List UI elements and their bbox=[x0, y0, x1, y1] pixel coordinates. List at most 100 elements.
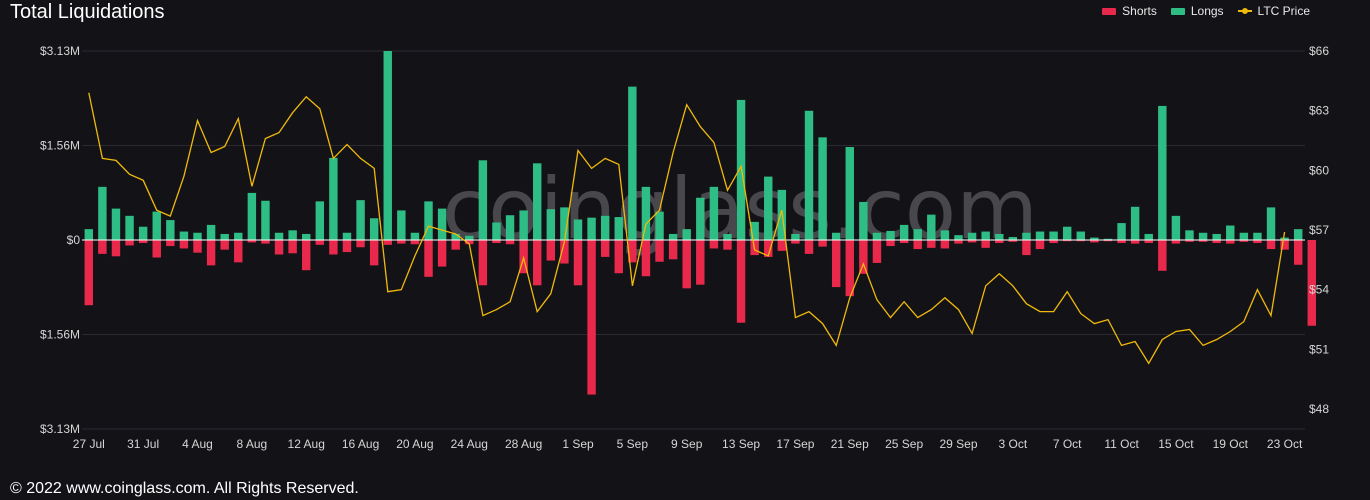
shorts-bar[interactable] bbox=[451, 240, 460, 250]
longs-bar[interactable] bbox=[1266, 207, 1276, 240]
shorts-bar[interactable] bbox=[179, 240, 189, 249]
shorts-bar[interactable] bbox=[573, 240, 583, 286]
longs-bar[interactable] bbox=[1198, 232, 1208, 240]
longs-bar[interactable] bbox=[478, 160, 488, 240]
shorts-bar[interactable] bbox=[723, 240, 732, 250]
longs-bar[interactable] bbox=[125, 215, 134, 240]
shorts-bar[interactable] bbox=[1226, 240, 1235, 244]
longs-bar[interactable] bbox=[1008, 236, 1018, 240]
longs-bar[interactable] bbox=[1022, 232, 1031, 240]
longs-bar[interactable] bbox=[859, 201, 868, 240]
longs-bar[interactable] bbox=[329, 157, 338, 240]
longs-bar[interactable] bbox=[1239, 232, 1249, 240]
shorts-bar[interactable] bbox=[859, 240, 868, 274]
longs-bar[interactable] bbox=[1117, 223, 1126, 240]
shorts-bar[interactable] bbox=[152, 240, 161, 258]
shorts-bar[interactable] bbox=[369, 240, 379, 266]
longs-bar[interactable] bbox=[247, 192, 257, 240]
shorts-bar[interactable] bbox=[614, 240, 623, 274]
shorts-bar[interactable] bbox=[600, 240, 610, 257]
shorts-bar[interactable] bbox=[247, 240, 257, 243]
shorts-bar[interactable] bbox=[777, 240, 787, 251]
shorts-bar[interactable] bbox=[1253, 240, 1262, 244]
shorts-bar[interactable] bbox=[696, 240, 705, 285]
longs-bar[interactable] bbox=[519, 210, 528, 240]
shorts-bar[interactable] bbox=[1293, 240, 1303, 265]
longs-bar[interactable] bbox=[560, 207, 569, 240]
shorts-bar[interactable] bbox=[206, 240, 216, 266]
shorts-bar[interactable] bbox=[397, 240, 406, 244]
longs-bar[interactable] bbox=[573, 219, 583, 240]
shorts-bar[interactable] bbox=[1307, 240, 1317, 326]
longs-bar[interactable] bbox=[818, 137, 827, 240]
longs-bar[interactable] bbox=[587, 217, 596, 240]
shorts-bar[interactable] bbox=[84, 240, 94, 306]
longs-bar[interactable] bbox=[682, 229, 691, 240]
shorts-bar[interactable] bbox=[302, 240, 311, 271]
shorts-bar[interactable] bbox=[1117, 240, 1126, 244]
legend-item-ltc-price[interactable]: LTC Price bbox=[1237, 4, 1310, 18]
longs-bar[interactable] bbox=[696, 197, 705, 240]
shorts-bar[interactable] bbox=[356, 240, 365, 248]
shorts-bar[interactable] bbox=[655, 240, 664, 262]
shorts-bar[interactable] bbox=[1144, 240, 1153, 244]
shorts-bar[interactable] bbox=[234, 240, 243, 263]
longs-bar[interactable] bbox=[261, 200, 270, 240]
shorts-bar[interactable] bbox=[641, 240, 651, 277]
longs-bar[interactable] bbox=[764, 176, 773, 240]
longs-bar[interactable] bbox=[668, 233, 678, 240]
shorts-bar[interactable] bbox=[1266, 240, 1276, 250]
longs-bar[interactable] bbox=[1253, 232, 1262, 240]
longs-bar[interactable] bbox=[356, 200, 365, 240]
longs-bar[interactable] bbox=[1293, 229, 1303, 240]
shorts-bar[interactable] bbox=[1076, 240, 1085, 242]
longs-bar[interactable] bbox=[845, 147, 854, 240]
longs-bar[interactable] bbox=[166, 220, 175, 240]
longs-bar[interactable] bbox=[1212, 233, 1221, 240]
shorts-bar[interactable] bbox=[791, 240, 800, 244]
longs-bar[interactable] bbox=[940, 230, 950, 240]
shorts-bar[interactable] bbox=[437, 240, 447, 267]
shorts-bar[interactable] bbox=[872, 240, 882, 263]
longs-bar[interactable] bbox=[206, 224, 216, 240]
shorts-bar[interactable] bbox=[954, 240, 963, 244]
longs-bar[interactable] bbox=[614, 217, 623, 240]
shorts-bar[interactable] bbox=[478, 240, 488, 286]
longs-bar[interactable] bbox=[437, 208, 447, 240]
longs-bar[interactable] bbox=[288, 230, 297, 240]
shorts-bar[interactable] bbox=[125, 240, 134, 246]
shorts-bar[interactable] bbox=[804, 240, 814, 254]
shorts-bar[interactable] bbox=[886, 240, 895, 247]
longs-bar[interactable] bbox=[193, 232, 202, 240]
shorts-bar[interactable] bbox=[682, 240, 691, 289]
longs-bar[interactable] bbox=[1049, 231, 1058, 240]
longs-bar[interactable] bbox=[397, 210, 406, 240]
longs-bar[interactable] bbox=[342, 232, 352, 240]
shorts-bar[interactable] bbox=[981, 240, 990, 248]
longs-bar[interactable] bbox=[600, 215, 610, 240]
shorts-bar[interactable] bbox=[492, 240, 501, 244]
shorts-bar[interactable] bbox=[1062, 240, 1072, 242]
longs-bar[interactable] bbox=[410, 232, 420, 240]
shorts-bar[interactable] bbox=[1212, 240, 1221, 244]
longs-bar[interactable] bbox=[804, 110, 814, 240]
longs-bar[interactable] bbox=[138, 226, 148, 240]
shorts-bar[interactable] bbox=[138, 240, 148, 244]
longs-bar[interactable] bbox=[465, 235, 474, 240]
longs-bar[interactable] bbox=[546, 209, 556, 240]
longs-bar[interactable] bbox=[899, 224, 909, 240]
longs-bar[interactable] bbox=[424, 201, 433, 240]
shorts-bar[interactable] bbox=[1171, 240, 1181, 244]
shorts-bar[interactable] bbox=[98, 240, 107, 254]
shorts-bar[interactable] bbox=[111, 240, 121, 257]
longs-bar[interactable] bbox=[981, 231, 990, 240]
longs-bar[interactable] bbox=[995, 233, 1004, 240]
shorts-bar[interactable] bbox=[315, 240, 325, 245]
longs-bar[interactable] bbox=[641, 186, 651, 240]
shorts-bar[interactable] bbox=[1022, 240, 1031, 256]
shorts-bar[interactable] bbox=[1049, 240, 1058, 244]
longs-bar[interactable] bbox=[628, 86, 637, 241]
shorts-bar[interactable] bbox=[764, 240, 773, 257]
shorts-bar[interactable] bbox=[329, 240, 338, 255]
longs-bar[interactable] bbox=[954, 235, 963, 240]
